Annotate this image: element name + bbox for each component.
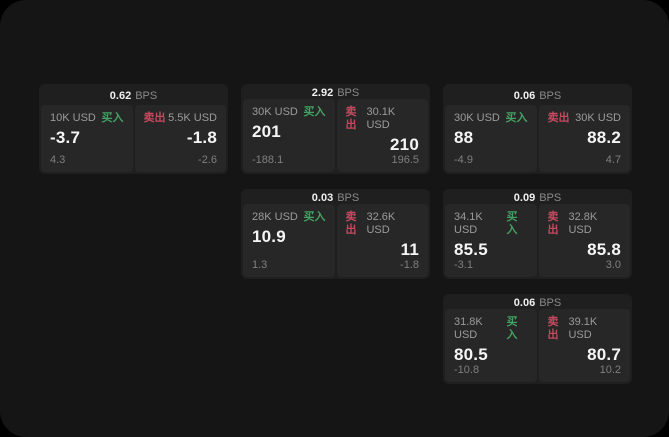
quote-card-2: 2.92 BPS 30K USD 买入 201 -188.1 卖出 — [241, 84, 430, 174]
bps-value: 0.06 — [513, 296, 536, 309]
sell-panel[interactable]: 卖出 5.5K USD -1.8 -2.6 — [134, 105, 226, 172]
buy-notional: 31.8K USD — [454, 316, 483, 341]
buy-side-label: 买入 — [506, 211, 518, 236]
sell-side-label: 卖出 — [547, 316, 559, 341]
bps-header: 0.06 BPS — [445, 86, 630, 105]
bps-header: 0.03 BPS — [243, 191, 428, 204]
sell-panel[interactable]: 卖出 39.1K USD 80.7 10.2 — [538, 309, 630, 382]
buy-notional: 28K USD — [252, 211, 298, 223]
sell-delta: 10.2 — [599, 364, 621, 376]
buy-delta: -188.1 — [252, 154, 284, 166]
bps-header: 0.62 BPS — [41, 86, 226, 105]
sell-panel[interactable]: 卖出 32.6K USD 11 -1.8 — [336, 204, 428, 277]
buy-panel[interactable]: 30K USD 买入 201 -188.1 — [243, 99, 335, 172]
bps-unit-label: BPS — [337, 86, 360, 99]
sell-price: 210 — [390, 135, 419, 154]
buy-panel[interactable]: 34.1K USD 买入 85.5 -3.1 — [445, 204, 537, 277]
quote-card-6: 0.06 BPS 31.8K USD 买入 80.5 -10.8 卖 — [443, 294, 632, 384]
quote-panels: 34.1K USD 买入 85.5 -3.1 卖出 32.8K USD 85.8… — [445, 204, 630, 277]
buy-delta: -3.1 — [454, 259, 473, 271]
bps-unit-label: BPS — [539, 296, 562, 309]
sell-notional: 30.1K USD — [366, 106, 396, 131]
buy-delta: 1.3 — [252, 259, 268, 271]
bps-unit-label: BPS — [539, 89, 562, 102]
sell-panel[interactable]: 卖出 30K USD 88.2 4.7 — [538, 105, 630, 172]
bps-header: 2.92 BPS — [243, 86, 428, 99]
sell-notional: 39.1K USD — [568, 316, 598, 341]
buy-delta: -10.8 — [454, 364, 480, 376]
sell-side-label: 卖出 — [345, 211, 357, 236]
bps-value: 0.62 — [109, 89, 132, 102]
sell-side-label: 卖出 — [143, 112, 166, 124]
quote-panels: 30K USD 买入 201 -188.1 卖出 30.1K USD 210 1… — [243, 99, 428, 172]
sell-price: 88.2 — [587, 128, 621, 147]
sell-delta: -2.6 — [198, 154, 217, 166]
buy-panel[interactable]: 31.8K USD 买入 80.5 -10.8 — [445, 309, 537, 382]
buy-panel[interactable]: 30K USD 买入 88 -4.9 — [445, 105, 537, 172]
buy-notional: 10K USD — [50, 112, 96, 124]
bps-value: 0.03 — [311, 191, 334, 204]
buy-panel[interactable]: 28K USD 买入 10.9 1.3 — [243, 204, 335, 277]
quote-panels: 31.8K USD 买入 80.5 -10.8 卖出 39.1K USD 80.… — [445, 309, 630, 382]
bps-header: 0.06 BPS — [445, 296, 630, 309]
buy-price: 10.9 — [252, 227, 286, 246]
bps-header: 0.09 BPS — [445, 191, 630, 204]
buy-notional: 34.1K USD — [454, 211, 483, 236]
quote-panels: 30K USD 买入 88 -4.9 卖出 30K USD 88.2 4.7 — [445, 105, 630, 172]
sell-side-label: 卖出 — [547, 112, 570, 124]
sell-price: 11 — [400, 240, 419, 259]
bps-unit-label: BPS — [135, 89, 158, 102]
buy-delta: 4.3 — [50, 154, 66, 166]
sell-panel[interactable]: 卖出 30.1K USD 210 196.5 — [336, 99, 428, 172]
buy-price: 201 — [252, 122, 281, 141]
sell-price: 80.7 — [587, 345, 621, 364]
buy-price: 88 — [454, 128, 474, 147]
sell-notional: 32.8K USD — [568, 211, 598, 236]
buy-delta: -4.9 — [454, 154, 473, 166]
sell-delta: 196.5 — [391, 154, 419, 166]
buy-notional: 30K USD — [454, 112, 500, 124]
quote-card-4: 0.03 BPS 28K USD 买入 10.9 1.3 卖出 — [241, 189, 430, 279]
sell-side-label: 卖出 — [547, 211, 559, 236]
sell-notional: 30K USD — [575, 112, 621, 124]
buy-side-label: 买入 — [303, 211, 326, 223]
buy-side-label: 买入 — [303, 106, 326, 118]
sell-side-label: 卖出 — [345, 106, 357, 131]
bps-unit-label: BPS — [337, 191, 360, 204]
quote-card-3: 0.06 BPS 30K USD 买入 88 -4.9 卖出 — [443, 84, 632, 174]
buy-side-label: 买入 — [506, 316, 518, 341]
quote-card-1: 0.62 BPS 10K USD 买入 -3.7 4.3 卖出 — [39, 84, 228, 174]
quote-panels: 28K USD 买入 10.9 1.3 卖出 32.6K USD 11 -1.8 — [243, 204, 428, 277]
quote-card-5: 0.09 BPS 34.1K USD 买入 85.5 -3.1 卖出 — [443, 189, 632, 279]
buy-panel[interactable]: 10K USD 买入 -3.7 4.3 — [41, 105, 133, 172]
bps-value: 0.06 — [513, 89, 536, 102]
buy-price: -3.7 — [50, 128, 81, 147]
quote-board: 0.62 BPS 10K USD 买入 -3.7 4.3 卖出 — [39, 84, 632, 384]
sell-notional: 5.5K USD — [168, 112, 217, 124]
sell-notional: 32.6K USD — [366, 211, 396, 236]
quote-panels: 10K USD 买入 -3.7 4.3 卖出 5.5K USD -1.8 -2.… — [41, 105, 226, 172]
buy-side-label: 买入 — [101, 112, 124, 124]
buy-side-label: 买入 — [505, 112, 528, 124]
bps-unit-label: BPS — [539, 191, 562, 204]
sell-delta: 3.0 — [605, 259, 621, 271]
sell-delta: 4.7 — [605, 154, 621, 166]
buy-price: 80.5 — [454, 345, 488, 364]
bps-value: 0.09 — [513, 191, 536, 204]
sell-panel[interactable]: 卖出 32.8K USD 85.8 3.0 — [538, 204, 630, 277]
sell-price: -1.8 — [186, 128, 217, 147]
bps-value: 2.92 — [311, 86, 334, 99]
buy-notional: 30K USD — [252, 106, 298, 118]
sell-price: 85.8 — [587, 240, 621, 259]
buy-price: 85.5 — [454, 240, 488, 259]
sell-delta: -1.8 — [400, 259, 419, 271]
